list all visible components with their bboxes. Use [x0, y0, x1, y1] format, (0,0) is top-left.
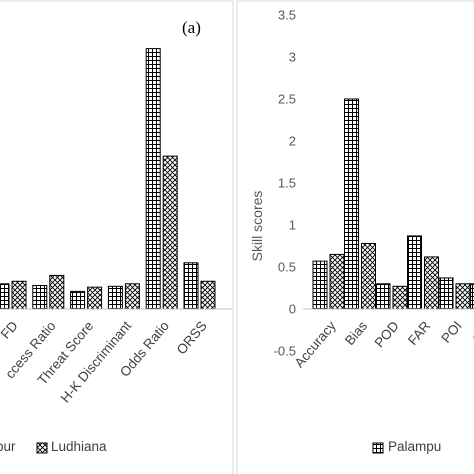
bar-palampur-pofd [438, 277, 454, 310]
bar-ludhiana-threat-score [87, 286, 103, 310]
y-tick-label: 2 [289, 134, 296, 149]
legend-label-palampur: pur [0, 439, 16, 454]
bar-palampur-fd [0, 283, 10, 310]
legend-swatch-palampur [372, 442, 384, 454]
y-axis-label: Skill scores [249, 191, 265, 262]
bar-palampur-threat-score [70, 290, 86, 310]
bar-palampur-odds-ratio [145, 48, 161, 310]
y-tick-label: 1 [289, 218, 296, 233]
bar-palampur-success-ratio [32, 284, 48, 310]
right-panel-frame [236, 0, 474, 474]
bar-ludhiana-pofd [455, 283, 471, 310]
y-tick-label: 2.5 [278, 92, 296, 107]
right-legend: Palampu [372, 439, 441, 454]
category-label: Bias [342, 318, 371, 348]
category-label: POD [371, 318, 401, 350]
bar-ludhiana-pod [392, 285, 408, 310]
left-panel-frame [0, 0, 234, 474]
bar-ludhiana-success-ratio [49, 274, 65, 310]
legend-swatch-ludhiana [36, 442, 48, 454]
bar-palampur-far [407, 235, 422, 310]
category-label: FAR [405, 318, 434, 348]
bar-ludhiana-odds-ratio [162, 155, 178, 310]
bar-palampur-accuracy [312, 260, 328, 310]
bar-ludhiana-far [424, 256, 439, 310]
bar-palampur-orss [183, 262, 199, 310]
bar-palampur-bias [344, 98, 359, 310]
category-label: Accuracy [292, 318, 339, 370]
y-tick-label: 0.5 [278, 260, 296, 275]
category-label: FD [0, 318, 21, 342]
bar-ludhiana-bias [361, 242, 376, 310]
y-tick-label: -0.5 [274, 344, 296, 359]
legend-label-palampur-right: Palampu [388, 439, 441, 454]
bar-ludhiana-fd [11, 280, 27, 310]
y-tick-label: 1.5 [278, 176, 296, 191]
y-tick-label: 3 [289, 50, 296, 65]
y-tick-label: 3.5 [278, 8, 296, 23]
panel-label: (a) [182, 18, 201, 37]
y-tick-label: 0 [289, 302, 296, 317]
category-label: Suc [470, 318, 474, 346]
right-chart: Skill scores 3.5 3 2.5 2 1.5 1 0.5 0 -0.5 Accura… [249, 8, 474, 454]
bar-palampur-pod [375, 283, 391, 310]
category-label: ORSS [174, 318, 210, 357]
legend-label-ludhiana: Ludhiana [51, 439, 107, 454]
bar-ludhiana-accuracy [329, 253, 345, 310]
bar-ludhiana-orss [200, 280, 216, 310]
bar-ludhiana-h-k-discriminant [124, 283, 140, 310]
left-legend: pur Ludhiana [0, 439, 107, 454]
bar-palampur-h-k-discriminant [107, 285, 123, 310]
category-label: POI [438, 318, 464, 345]
bar-palampur-success-ratio [470, 283, 474, 310]
